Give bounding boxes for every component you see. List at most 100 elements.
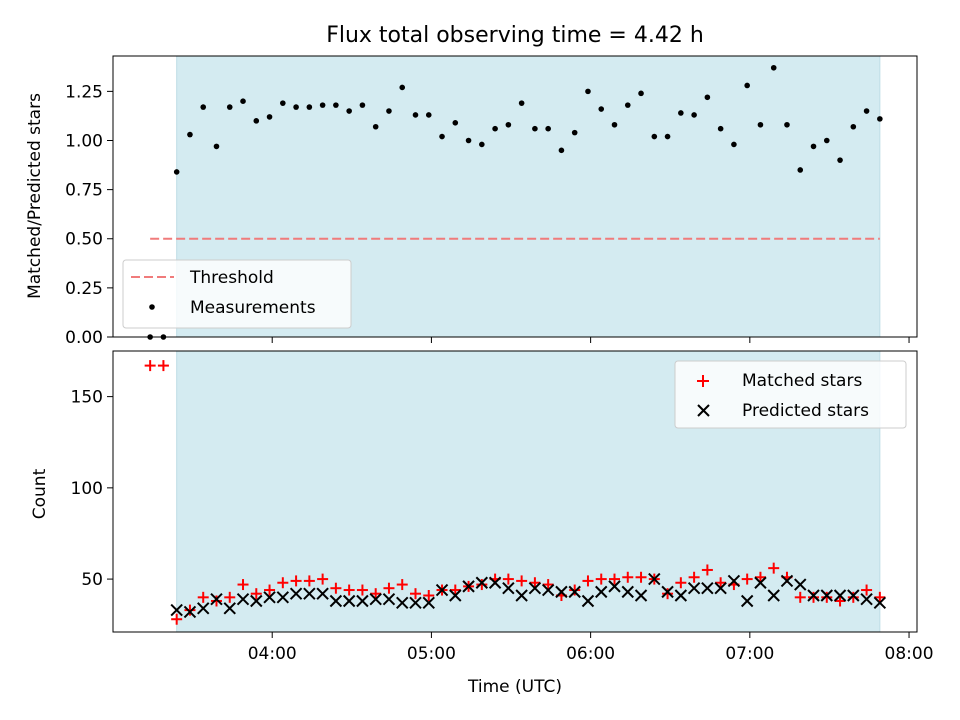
predicted-star-marker xyxy=(289,587,303,600)
x-tick-label: 05:00 xyxy=(407,644,456,664)
predicted-star-marker xyxy=(794,578,807,591)
matched-star-marker xyxy=(569,584,581,596)
matched-star-marker xyxy=(635,571,647,583)
matched-star-marker xyxy=(277,577,289,589)
matched-star-marker xyxy=(609,573,621,585)
measurement-point xyxy=(611,121,618,128)
y-tick-label: 150 xyxy=(71,388,103,408)
legend-threshold-label: Threshold xyxy=(189,268,274,288)
predicted-star-marker xyxy=(449,589,462,602)
measurement-point xyxy=(545,125,551,132)
matched-star-marker xyxy=(317,573,329,585)
predicted-star-marker xyxy=(860,592,873,606)
y-tick-label: 1.25 xyxy=(65,82,103,102)
bottom-y-axis-label: Count xyxy=(30,468,50,519)
predicted-star-marker xyxy=(674,589,688,602)
matched-star-marker xyxy=(847,591,859,603)
measurement-point xyxy=(213,143,220,150)
legend-predicted-swatch xyxy=(697,404,710,417)
measurement-point xyxy=(837,157,843,163)
predicted-star-marker xyxy=(621,585,634,599)
measurement-point xyxy=(757,121,764,128)
measurement-point xyxy=(173,169,180,175)
measurement-point xyxy=(412,112,419,118)
predicted-star-marker xyxy=(754,576,767,589)
matched-star-marker xyxy=(409,588,421,600)
matched-star-marker xyxy=(476,579,488,591)
matched-star-marker xyxy=(423,590,435,602)
predicted-star-marker xyxy=(263,591,276,604)
legend-matched-label: Matched stars xyxy=(742,371,862,391)
matched-star-marker xyxy=(582,575,594,587)
matched-star-marker xyxy=(343,584,355,596)
predicted-star-marker xyxy=(847,589,860,602)
measurement-point xyxy=(704,94,711,101)
measurement-point xyxy=(479,141,485,148)
predicted-star-marker xyxy=(210,592,223,606)
measurement-point xyxy=(598,106,605,112)
matched-star-marker xyxy=(184,604,196,616)
measurement-point xyxy=(333,102,339,108)
measurement-point xyxy=(850,123,857,130)
matched-star-marker xyxy=(144,360,156,372)
matched-star-marker xyxy=(237,579,249,591)
matched-star-marker xyxy=(516,575,528,587)
measurement-point xyxy=(731,141,737,148)
measurement-point xyxy=(532,125,538,132)
measurement-point xyxy=(585,88,591,95)
measurement-point xyxy=(744,82,750,89)
x-tick-label: 08:00 xyxy=(885,644,934,664)
predicted-star-marker xyxy=(475,576,489,589)
matched-star-marker xyxy=(157,360,169,372)
matched-star-marker xyxy=(794,591,806,603)
measurement-point xyxy=(823,137,830,144)
matched-star-marker xyxy=(662,588,674,600)
predicted-star-marker xyxy=(250,594,263,608)
predicted-star-marker xyxy=(369,592,382,606)
predicted-star-marker xyxy=(740,594,754,608)
predicted-star-marker xyxy=(223,602,236,615)
y-tick-label: 100 xyxy=(71,479,103,499)
matched-star-marker xyxy=(449,584,461,596)
matched-star-marker xyxy=(210,595,222,607)
measurement-point xyxy=(571,129,578,136)
legend-matched-swatch xyxy=(697,375,709,387)
matched-star-marker xyxy=(808,591,820,603)
predicted-star-marker xyxy=(276,591,290,604)
y-tick-label: 0.00 xyxy=(65,328,103,348)
measurement-point xyxy=(518,100,525,106)
predicted-star-marker xyxy=(170,603,183,617)
measurement-point xyxy=(319,102,326,108)
measurement-point xyxy=(346,108,352,114)
predicted-star-marker xyxy=(183,605,197,619)
matched-star-marker xyxy=(595,573,607,585)
measurement-point xyxy=(770,64,777,71)
x-axis-label: Time (UTC) xyxy=(467,677,562,697)
measurement-point xyxy=(200,104,207,110)
predicted-star-marker xyxy=(515,589,528,602)
measurement-point xyxy=(425,112,432,118)
matched-star-marker xyxy=(834,595,846,607)
matched-star-marker xyxy=(688,571,700,583)
measurement-point xyxy=(439,133,445,140)
matched-star-marker xyxy=(874,591,886,603)
matched-star-marker xyxy=(330,582,342,594)
measurement-point xyxy=(372,123,379,130)
predicted-star-marker xyxy=(608,580,621,593)
matched-star-marker xyxy=(861,584,873,596)
matched-star-marker xyxy=(171,613,183,625)
matched-star-marker xyxy=(197,591,209,603)
matched-star-marker xyxy=(821,591,833,603)
predicted-star-marker xyxy=(648,572,661,586)
y-tick-label: 50 xyxy=(81,570,103,590)
predicted-star-marker xyxy=(833,589,847,602)
measurement-point xyxy=(240,98,246,104)
matched-star-marker xyxy=(741,573,753,585)
measurement-point xyxy=(784,121,790,128)
measurement-point xyxy=(797,167,804,173)
measurement-point xyxy=(492,125,498,132)
matched-star-marker xyxy=(264,584,276,596)
predicted-star-marker xyxy=(329,594,343,608)
measurement-point xyxy=(624,102,631,108)
